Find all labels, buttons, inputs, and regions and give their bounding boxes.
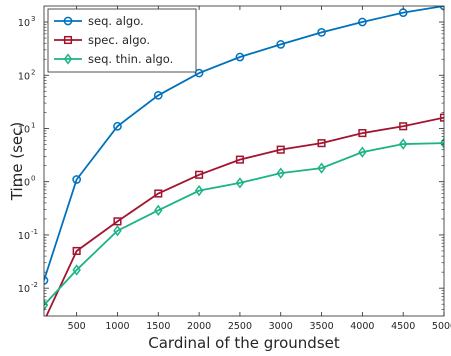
y-tick-label: 10 xyxy=(18,284,30,295)
legend-label: spec. algo. xyxy=(88,33,150,47)
data-marks xyxy=(41,6,444,325)
data-point xyxy=(113,225,122,237)
data-point xyxy=(276,167,285,179)
data-point xyxy=(44,299,49,311)
series-1 xyxy=(44,6,444,285)
axes: 500 1000 1500 2000 2500 3000 3500 4000 4500 5000 1… xyxy=(18,5,451,332)
legend-label: seq. algo. xyxy=(88,14,144,28)
data-point xyxy=(72,175,82,184)
legend-label: seq. thin. algo. xyxy=(88,52,173,66)
series-line xyxy=(45,116,444,316)
x-tick-label: 500 xyxy=(68,321,86,332)
data-point xyxy=(235,177,245,189)
data-point xyxy=(399,122,408,131)
legend-marker xyxy=(63,16,73,26)
data-point xyxy=(235,52,245,62)
data-point xyxy=(72,264,81,276)
data-point xyxy=(317,27,326,37)
data-point xyxy=(358,17,367,27)
y-tick-exponent: 3 xyxy=(31,15,35,23)
data-point xyxy=(398,138,408,150)
series-3 xyxy=(44,137,444,311)
y-tick-exponent: -1 xyxy=(31,228,38,236)
x-tick-label: 2000 xyxy=(187,321,211,332)
data-point xyxy=(439,137,444,149)
data-point xyxy=(276,40,286,49)
data-point xyxy=(276,145,285,154)
y-tick-exponent: 2 xyxy=(31,68,35,76)
data-point xyxy=(153,90,163,100)
y-axis-label: Time (sec) xyxy=(8,122,26,201)
data-point xyxy=(317,139,326,148)
data-point xyxy=(439,113,444,122)
axes-box xyxy=(43,5,445,317)
data-point xyxy=(358,146,367,158)
x-tick-label: 5000 xyxy=(432,321,451,332)
data-point xyxy=(195,170,204,179)
y-tick-label: 10 xyxy=(18,124,30,135)
data-point xyxy=(194,184,204,197)
series-line xyxy=(44,142,444,306)
y-tick-exponent: 1 xyxy=(31,121,35,129)
data-point xyxy=(154,204,163,216)
y-tick-label: 10 xyxy=(18,231,30,242)
legend-marker xyxy=(63,53,73,65)
x-tick-label: 1500 xyxy=(146,321,170,332)
y-tick-exponent: -2 xyxy=(31,281,38,289)
legend-marker xyxy=(63,35,73,45)
series-line xyxy=(44,6,444,281)
data-point xyxy=(317,162,326,174)
data-point xyxy=(72,246,81,256)
x-tick-label: 4000 xyxy=(350,321,374,332)
y-tick-exponent: 0 xyxy=(31,175,35,183)
x-tick-label: 4500 xyxy=(391,321,415,332)
y-tick-label: 10 xyxy=(18,18,30,29)
data-point xyxy=(235,155,244,164)
x-axis-label: Cardinal of the groundset xyxy=(148,334,340,352)
x-tick-label: 2500 xyxy=(228,321,252,332)
series-2 xyxy=(41,113,444,325)
data-point xyxy=(154,189,163,198)
data-point xyxy=(194,68,204,78)
x-tick-label: 3500 xyxy=(309,321,333,332)
data-point xyxy=(41,318,48,325)
legend: seq. algo. spec. algo. seq. thin. algo. xyxy=(47,8,197,73)
y-tick-label: 10 xyxy=(18,178,30,189)
data-point xyxy=(358,129,367,138)
y-tick-label: 10 xyxy=(18,71,30,82)
data-point xyxy=(113,121,122,131)
x-tick-label: 1000 xyxy=(105,321,129,332)
x-tick-label: 3000 xyxy=(269,321,293,332)
data-point xyxy=(113,217,122,226)
